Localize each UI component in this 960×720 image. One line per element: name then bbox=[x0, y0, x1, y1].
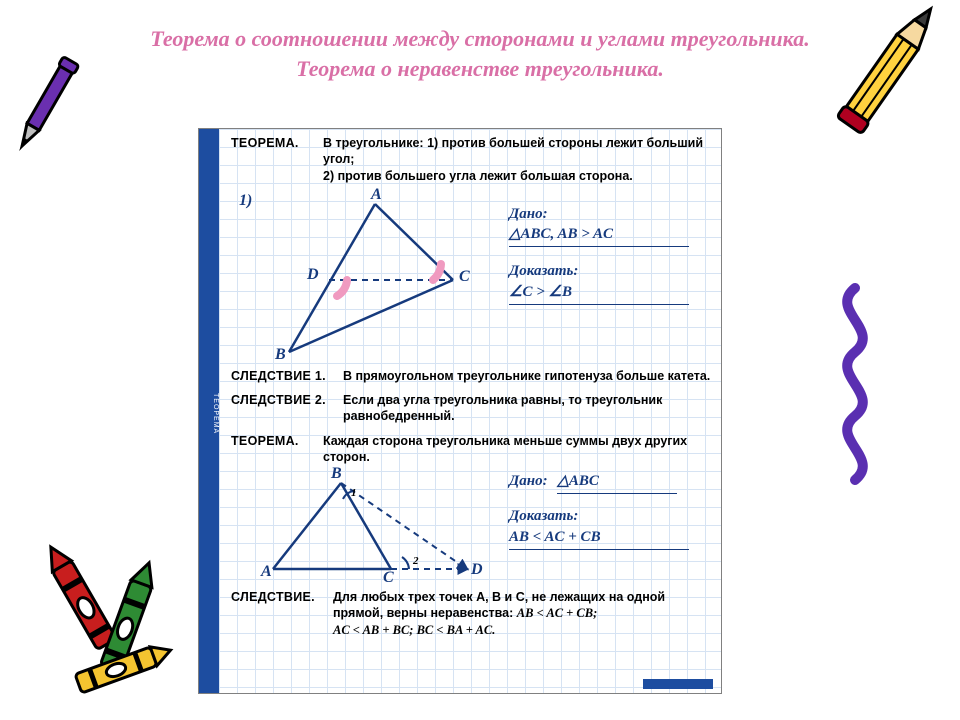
prove-text-2: AB < AC + CB bbox=[509, 527, 689, 550]
fig1-C: C bbox=[459, 268, 470, 286]
cor3-text: Для любых трех точек A, B и C, не лежащи… bbox=[333, 589, 711, 638]
theorem2-label: ТЕОРЕМА. bbox=[231, 433, 323, 449]
fig2-D: D bbox=[471, 561, 483, 579]
slide-title: Теорема о соотношении между сторонами и … bbox=[120, 24, 840, 83]
page-footer-strip bbox=[643, 679, 713, 689]
theorem-text: В треугольнике: 1) против большей сторон… bbox=[323, 135, 711, 184]
fig2-A: A bbox=[261, 563, 272, 581]
theorem-1: ТЕОРЕМА. В треугольнике: 1) против больш… bbox=[219, 129, 721, 186]
corollary-3: СЛЕДСТВИЕ. Для любых трех точек A, B и C… bbox=[219, 587, 721, 640]
cor1-text: В прямоугольном треугольнике гипотенуза … bbox=[343, 368, 711, 384]
fig2-ang2: 2 bbox=[413, 555, 419, 567]
fig1-D: D bbox=[307, 266, 319, 284]
cor3-label: СЛЕДСТВИЕ. bbox=[231, 589, 333, 605]
figure-2: A B C D 1 2 bbox=[231, 469, 501, 589]
cor3-t1: Для любых трех точек A, B и C, не лежащи… bbox=[333, 590, 665, 620]
cor2-text: Если два угла треугольника равны, то тре… bbox=[343, 392, 711, 425]
fig1-A: A bbox=[371, 186, 382, 204]
prove-text-1: ∠C > ∠B bbox=[509, 282, 689, 305]
crayons-icon bbox=[26, 520, 206, 710]
figure-1: 1) A B C D bbox=[231, 188, 501, 364]
figure-2-section: A B C D 1 2 Дано: △ABC Доказать: AB < AC… bbox=[219, 467, 721, 587]
pencil-icon bbox=[818, 2, 948, 152]
squiggle-icon bbox=[820, 280, 890, 500]
cor3-t3: AC < AB + BC; BC < BA + AC. bbox=[333, 623, 495, 637]
corollary-1: СЛЕДСТВИЕ 1. В прямоугольном треугольник… bbox=[219, 362, 721, 386]
given-block-1: Дано: △ABC, AB > AC Доказать: ∠C > ∠B bbox=[501, 188, 689, 360]
notebook-page: ТЕОРЕМА ТЕОРЕМА. В треугольнике: 1) прот… bbox=[198, 128, 722, 694]
cor3-t2: AB < AC + CB; bbox=[517, 606, 597, 620]
page-content: ТЕОРЕМА. В треугольнике: 1) против больш… bbox=[219, 129, 721, 693]
page-spine: ТЕОРЕМА bbox=[199, 129, 219, 693]
cor2-label: СЛЕДСТВИЕ 2. bbox=[231, 392, 343, 408]
figure-1-section: 1) A B C D Дано: △ABC bbox=[219, 186, 721, 362]
fig1-number: 1) bbox=[239, 192, 252, 210]
theorem-2: ТЕОРЕМА. Каждая сторона треугольника мен… bbox=[219, 427, 721, 468]
corollary-2: СЛЕДСТВИЕ 2. Если два угла треугольника … bbox=[219, 386, 721, 427]
theorem2-text: Каждая сторона треугольника меньше суммы… bbox=[323, 433, 711, 466]
given-block-2: Дано: △ABC Доказать: AB < AC + CB bbox=[501, 469, 689, 585]
fig2-ang1: 1 bbox=[351, 487, 357, 499]
given-label-2: Дано: bbox=[509, 473, 548, 489]
fig2-B: B bbox=[331, 465, 342, 483]
given-label-1: Дано: bbox=[509, 204, 689, 224]
cor1-label: СЛЕДСТВИЕ 1. bbox=[231, 368, 343, 384]
fig2-C: C bbox=[383, 569, 394, 587]
theorem-label: ТЕОРЕМА. bbox=[231, 135, 323, 151]
given-text-2: △ABC bbox=[557, 471, 677, 494]
given-text-1: △ABC, AB > AC bbox=[509, 224, 689, 247]
prove-label-1: Доказать: bbox=[509, 261, 689, 281]
prove-label-2: Доказать: bbox=[509, 506, 689, 526]
pen-icon bbox=[4, 40, 84, 180]
fig1-B: B bbox=[275, 346, 286, 364]
